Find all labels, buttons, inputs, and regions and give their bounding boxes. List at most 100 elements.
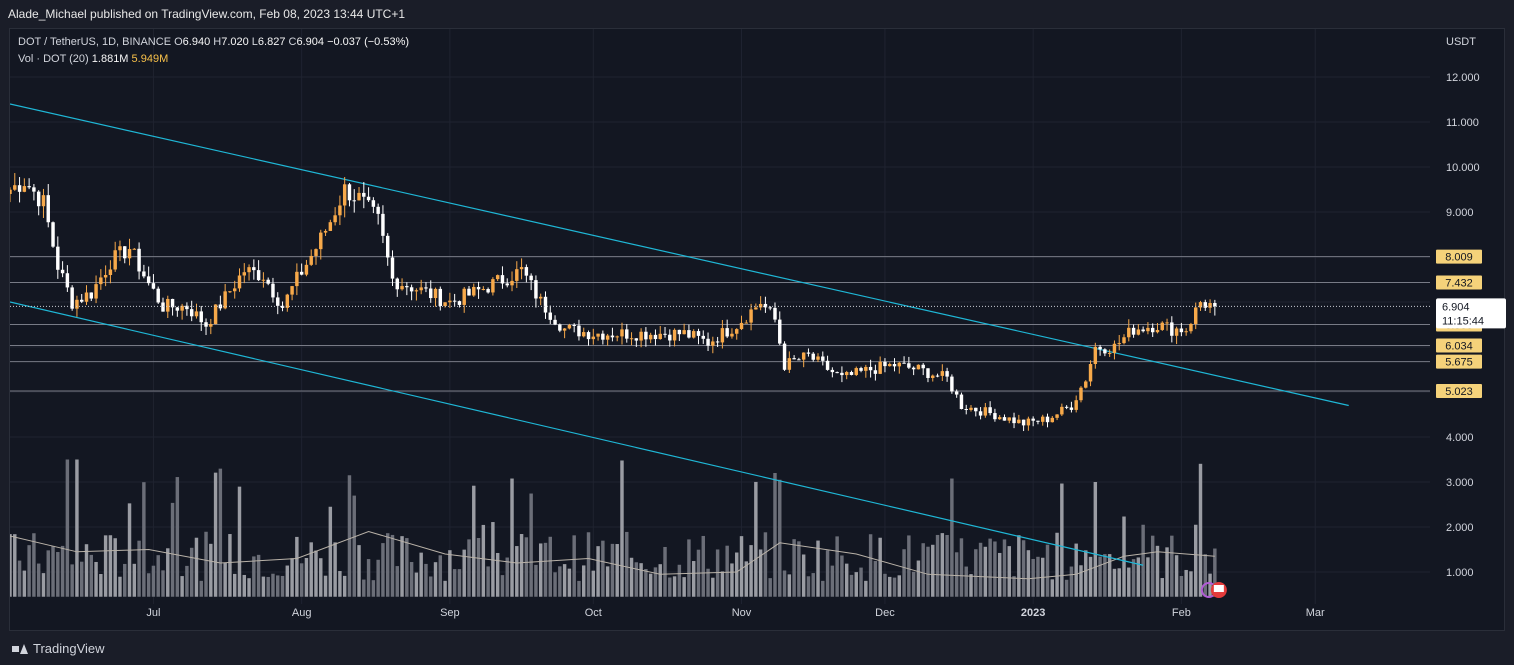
candle-body — [462, 288, 466, 305]
volume-bar — [1026, 550, 1031, 597]
candle-body — [194, 311, 199, 317]
price-axis-tick: 2.000 — [1446, 522, 1474, 534]
candle-body — [601, 333, 605, 340]
candle-body — [911, 367, 916, 370]
symbol-label[interactable]: DOT / TetherUS, 1D, BINANCE — [18, 36, 172, 48]
candle-body — [969, 407, 973, 410]
volume-bar — [548, 536, 552, 597]
candle-body — [362, 192, 366, 197]
volume-bar — [232, 573, 237, 597]
candle-body — [1103, 349, 1107, 354]
volume-bar — [1174, 555, 1179, 597]
candle-body — [409, 287, 414, 292]
volume-bar — [806, 576, 811, 597]
volume-bar — [27, 545, 31, 597]
volume-bar — [60, 545, 65, 597]
volume-bar — [668, 577, 672, 597]
volume-bar — [792, 539, 796, 597]
volume-bar — [1064, 579, 1069, 597]
candle-body — [687, 330, 691, 338]
volume-bar — [36, 563, 41, 597]
volume-bar — [347, 475, 352, 597]
volume-bar — [342, 575, 347, 597]
candle-body — [94, 284, 98, 299]
candle-body — [414, 290, 419, 292]
candle-body — [524, 267, 529, 276]
volume-bar — [1017, 535, 1021, 597]
volume-bar — [467, 539, 471, 597]
candle-body — [1098, 346, 1102, 350]
candle-body — [1170, 322, 1174, 336]
volume-bar — [328, 506, 333, 597]
candle-body — [1031, 418, 1035, 421]
candle-body — [1002, 417, 1007, 421]
volume-bar — [276, 575, 280, 597]
candle-body — [730, 333, 734, 337]
candle-body — [60, 269, 65, 274]
candle-body — [629, 338, 634, 340]
volume-ma-line — [10, 530, 1215, 580]
candle-body — [950, 376, 954, 392]
trendline-upper[interactable] — [10, 103, 1349, 407]
volume-label[interactable]: Vol · DOT (20) — [18, 53, 89, 65]
volume-bar — [409, 562, 414, 597]
candle-body — [634, 338, 639, 341]
candle-body — [17, 185, 22, 192]
candle-body — [266, 279, 270, 284]
level-label-bg — [1436, 338, 1482, 353]
candle-body — [256, 270, 261, 281]
candle-body — [1093, 346, 1098, 364]
candle-body — [644, 331, 648, 340]
candle-body — [280, 305, 285, 308]
volume-bar — [1045, 544, 1050, 597]
open-label: O — [174, 36, 183, 48]
volume-bar — [79, 561, 84, 597]
candle-body — [357, 192, 361, 201]
volume-bar — [715, 549, 720, 597]
volume-bar — [381, 543, 385, 597]
tradingview-brand: TradingView — [33, 641, 105, 656]
volume-bar — [691, 561, 696, 597]
volume-bar — [1150, 535, 1155, 597]
price-axis-tick: 12.000 — [1446, 72, 1480, 84]
currency-label: USDT — [1446, 36, 1476, 48]
candle-body — [854, 368, 858, 375]
candle-body — [1179, 328, 1184, 333]
candle-body — [801, 352, 806, 360]
candle-body — [907, 363, 911, 368]
candle-body — [792, 358, 796, 360]
chart-panel[interactable]: 8.0097.4326.5006.0345.6755.0236.90411:15… — [9, 28, 1506, 632]
volume-bar — [754, 481, 758, 597]
candle-body — [476, 286, 481, 290]
candle-body — [156, 288, 160, 303]
candle-body — [199, 311, 203, 323]
volume-bar — [739, 536, 744, 597]
volume-bar — [1103, 554, 1107, 597]
volume-bar — [801, 554, 806, 597]
volume-bar — [950, 478, 954, 597]
candle-body — [500, 275, 505, 284]
candle-body — [319, 232, 323, 250]
volume-bar — [615, 544, 619, 597]
volume-bar — [625, 531, 629, 597]
volume-bar — [706, 568, 710, 597]
volume-ma-value: 5.949M — [131, 53, 169, 65]
volume-bar — [56, 552, 60, 597]
volume-bar — [113, 538, 117, 597]
volume-bar — [400, 536, 404, 597]
candle-body — [395, 278, 399, 290]
candle-body — [916, 364, 921, 370]
tradingview-logo[interactable]: TradingView — [12, 641, 105, 656]
volume-bar — [811, 573, 815, 597]
price-chart[interactable]: 8.0097.4326.5006.0345.6755.0236.90411:15… — [10, 29, 1506, 632]
candle-body — [41, 195, 46, 207]
candle-body — [515, 269, 519, 281]
candle-body — [1112, 343, 1117, 353]
candle-body — [132, 248, 137, 250]
price-axis-tick: 1.000 — [1446, 567, 1474, 579]
candle-body — [725, 328, 729, 337]
volume-bar — [371, 580, 376, 597]
candle-body — [1055, 414, 1059, 418]
trendline-lower[interactable] — [10, 301, 1144, 566]
candle-body — [1017, 419, 1021, 424]
